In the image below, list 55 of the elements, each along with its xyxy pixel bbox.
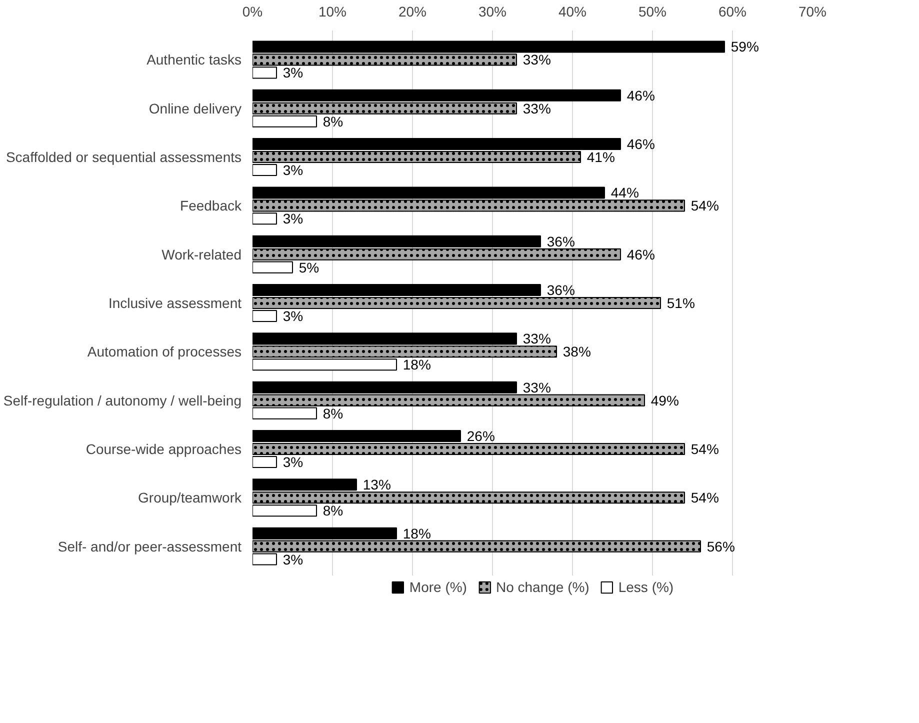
- data-label: 3%: [282, 162, 304, 178]
- data-label: 33%: [522, 52, 551, 68]
- y-tick-label: Online delivery: [148, 100, 242, 116]
- data-label: 49%: [650, 392, 679, 408]
- y-tick-label: Work-related: [162, 246, 242, 262]
- data-label: 33%: [522, 100, 551, 116]
- data-label: 5%: [298, 259, 320, 276]
- legend-label: More (%): [409, 579, 467, 595]
- data-label: 56%: [706, 538, 735, 554]
- data-label: 3%: [282, 454, 304, 470]
- data-label: 3%: [282, 210, 304, 227]
- data-label: 8%: [322, 113, 344, 130]
- data-label: 54%: [690, 198, 719, 214]
- data-label: 38%: [562, 344, 591, 360]
- x-tick-label: 60%: [718, 4, 747, 20]
- y-tick-label: Group/teamwork: [138, 490, 242, 506]
- data-label: 3%: [282, 64, 304, 81]
- x-tick-label: 50%: [638, 4, 667, 20]
- legend-label: No change (%): [496, 579, 590, 595]
- x-tick-label: 40%: [558, 4, 587, 20]
- y-tick-label: Course-wide approaches: [86, 440, 242, 457]
- data-label: 13%: [362, 476, 391, 493]
- data-label: 33%: [522, 330, 551, 347]
- data-label: 33%: [522, 379, 551, 396]
- data-label: 3%: [282, 551, 304, 568]
- x-tick-label: 70%: [798, 4, 827, 20]
- data-label: 8%: [322, 405, 344, 422]
- y-tick-label: Self-regulation / autonomy / well-being: [3, 392, 242, 408]
- y-tick-label: Self- and/or peer-assessment: [58, 538, 242, 554]
- data-label: 46%: [626, 87, 655, 104]
- data-label: 59%: [730, 38, 759, 55]
- y-tick-label: Scaffolded or sequential assessments: [6, 149, 242, 166]
- legend-label: Less (%): [618, 579, 674, 595]
- x-tick-label: 30%: [478, 4, 507, 20]
- x-tick-label: 20%: [398, 4, 427, 20]
- data-label: 36%: [546, 282, 575, 298]
- data-label: 46%: [626, 136, 655, 152]
- y-tick-label: Authentic tasks: [146, 52, 242, 68]
- data-label: 54%: [690, 490, 719, 506]
- data-label: 54%: [690, 440, 719, 457]
- data-label: 41%: [586, 149, 615, 166]
- data-label: 3%: [282, 308, 304, 324]
- data-label: 8%: [322, 502, 344, 519]
- data-label: 51%: [666, 295, 695, 311]
- data-label: 18%: [402, 525, 431, 542]
- data-label: 44%: [610, 184, 639, 201]
- y-tick-label: Automation of processes: [87, 344, 242, 360]
- data-label: 36%: [546, 233, 575, 250]
- y-tick-label: Feedback: [180, 198, 242, 214]
- data-label: 26%: [466, 428, 495, 444]
- data-label: 46%: [626, 246, 655, 262]
- y-tick-label: Inclusive assessment: [108, 295, 242, 311]
- x-tick-label: 0%: [242, 4, 263, 20]
- data-label: 18%: [402, 356, 431, 373]
- x-tick-label: 10%: [318, 4, 347, 20]
